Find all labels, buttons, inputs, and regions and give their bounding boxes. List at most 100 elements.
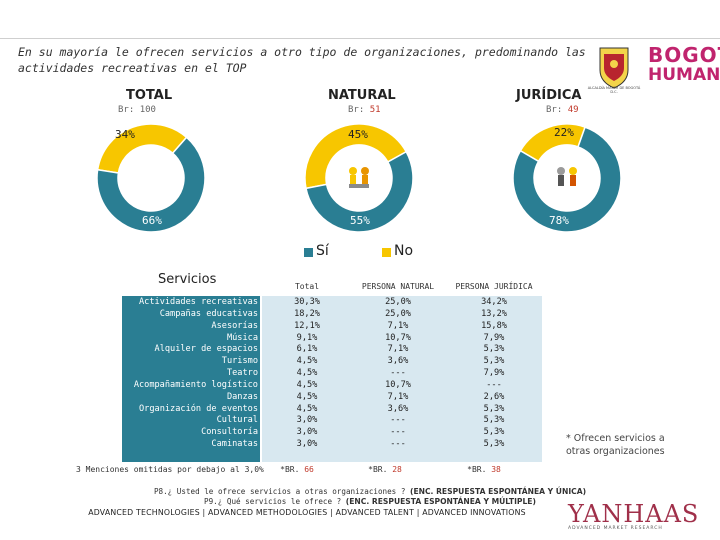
base-number: 66 xyxy=(304,465,314,474)
service-row-label: Campañas educativas xyxy=(159,308,258,319)
base-prefix: *BR. xyxy=(280,465,300,474)
donut-slice-si xyxy=(512,126,622,233)
service-row-value: 4,5% xyxy=(296,391,318,402)
service-row-value: 4,5% xyxy=(296,403,318,414)
base-number: 100 xyxy=(139,105,156,115)
service-row-value: 10,7% xyxy=(385,379,411,390)
service-row-value: 3,0% xyxy=(296,415,318,426)
services-row-labels: Actividades recreativas Campañas educativ… xyxy=(122,297,258,451)
col-header-natural: PERSONA NATURAL xyxy=(361,282,435,291)
base-number: 49 xyxy=(567,105,579,115)
footnote-p8: P8.¿ Usted le ofrece servicios a otras o… xyxy=(100,487,640,497)
service-row-value: 6,1% xyxy=(296,344,318,355)
donut-chart-total xyxy=(96,123,206,233)
side-note: * Ofrecen servicios a otras organizacion… xyxy=(566,433,665,457)
pie-title-total: TOTAL xyxy=(126,88,173,103)
pct-total-si: 66% xyxy=(142,214,162,227)
base-natural: *BR. 28 xyxy=(350,465,420,474)
service-row-value: 4,5% xyxy=(296,368,318,379)
service-row-value: --- xyxy=(390,415,406,426)
brand-tagline: ADVANCED MARKET RESEARCH xyxy=(568,526,663,531)
business-people-icon xyxy=(557,167,577,186)
logo-line-2: HUMANA xyxy=(648,65,720,85)
service-row-label: Turismo xyxy=(221,356,258,367)
pct-total-no: 34% xyxy=(115,128,135,141)
service-row-label: Teatro xyxy=(226,368,258,379)
donut-slice-si xyxy=(305,150,414,233)
service-row-value: 12,1% xyxy=(294,320,320,331)
service-row-label: Música xyxy=(226,332,258,343)
base-label: Br: xyxy=(546,105,563,115)
service-row-label: Cultural xyxy=(216,415,258,426)
values-column-natural: 25,0% 25,0% 7,1% 10,7% 7,1% 3,6% --- 10,7% 7,1% 3… xyxy=(350,297,446,451)
pct-natural-si: 55% xyxy=(350,214,370,227)
service-row-value: 3,6% xyxy=(387,403,409,414)
omitted-mentions-note: 3 Menciones omitidas por debajo al 3,0% xyxy=(76,465,264,474)
service-row-value: 3,6% xyxy=(387,356,409,367)
pie-base-juridica: Br: 49 xyxy=(546,105,579,115)
service-row-label: Organización de eventos xyxy=(139,403,258,414)
footnote-p9: P9.¿ Qué servicios le ofrece ? (ENC. RES… xyxy=(100,497,640,507)
services-label-column xyxy=(122,296,260,462)
service-row-value: 7,1% xyxy=(387,391,409,402)
base-label: Br: xyxy=(348,105,365,115)
values-column-juridica: 34,2% 13,2% 15,8% 7,9% 5,3% 5,3% 7,9% --- 2,6% 5,… xyxy=(446,297,542,451)
base-number: 38 xyxy=(491,465,501,474)
service-row-label: Acompañamiento logístico xyxy=(133,379,258,390)
service-row-label: Actividades recreativas xyxy=(139,297,258,307)
legend-swatch-si xyxy=(304,248,313,257)
pie-base-natural: Br: 51 xyxy=(348,105,381,115)
footnote-p8-bold: (ENC. RESPUESTA ESPONTÁNEA Y ÚNICA) xyxy=(409,487,587,496)
services-table-title: Servicios xyxy=(158,272,217,287)
donut-slice-no xyxy=(304,123,408,190)
service-row-value: 15,8% xyxy=(481,320,507,331)
service-row-value: 2,6% xyxy=(483,391,505,402)
service-row-value: 18,2% xyxy=(294,308,320,319)
pie-title-juridica: JURÍDICA xyxy=(516,88,582,103)
base-juridica: *BR. 38 xyxy=(446,465,522,474)
donut-slice-no xyxy=(96,123,188,174)
service-row-label: Alquiler de espacios xyxy=(154,344,258,355)
col-header-juridica: PERSONA JURÍDICA xyxy=(455,282,533,291)
service-row-value: 3,0% xyxy=(296,439,318,450)
pie-title-natural: NATURAL xyxy=(328,88,396,103)
logo-line-1: BOGOTÁ xyxy=(648,43,720,67)
question-footnotes: P8.¿ Usted le ofrece servicios a otras o… xyxy=(100,487,640,507)
service-row-value: 5,3% xyxy=(483,427,505,438)
service-row-value: 10,7% xyxy=(385,332,411,343)
service-row-value: 25,0% xyxy=(385,297,411,307)
col-header-total: Total xyxy=(294,282,320,291)
pie-base-total: Br: 100 xyxy=(118,105,156,115)
base-prefix: *BR. xyxy=(467,465,487,474)
yanhaas-logo: YANHAAS ADVANCED MARKET RESEARCH xyxy=(568,500,698,531)
legend-label-no: No xyxy=(394,243,414,259)
service-row-label: Caminatas xyxy=(211,439,258,450)
service-row-value: --- xyxy=(390,368,406,379)
page-headline: En su mayoría le ofrecen servicios a otr… xyxy=(18,45,586,75)
service-row-value: --- xyxy=(486,379,502,390)
service-row-value: 7,9% xyxy=(483,368,505,379)
service-row-label: Consultoría xyxy=(201,427,258,438)
footnote-p9-text: P9.¿ Qué servicios le ofrece ? xyxy=(204,497,342,506)
footnote-p8-text: P8.¿ Usted le ofrece servicios a otras o… xyxy=(153,487,406,496)
service-row-value: 5,3% xyxy=(483,356,505,367)
legend-label-si: Sí xyxy=(316,243,329,259)
service-row-value: 4,5% xyxy=(296,379,318,390)
donut-chart-juridica xyxy=(512,123,622,233)
people-puzzle-icon xyxy=(349,167,369,188)
service-row-value: 9,1% xyxy=(296,332,318,343)
crest-caption: ALCALDÍA MAYOR DE BOGOTÁ D.C. xyxy=(587,86,641,94)
service-row-value: 3,0% xyxy=(296,427,318,438)
service-row-value: 5,3% xyxy=(483,439,505,450)
bogota-humana-logo: BOGOTÁ HUMANA xyxy=(648,44,720,84)
service-row-value: 4,5% xyxy=(296,356,318,367)
donut-chart-natural xyxy=(304,123,414,233)
top-divider xyxy=(0,38,720,39)
service-row-value: 5,3% xyxy=(483,403,505,414)
service-row-value: --- xyxy=(390,439,406,450)
pct-natural-no: 45% xyxy=(348,128,368,141)
service-row-value: --- xyxy=(390,427,406,438)
values-column-total: 30,3% 18,2% 12,1% 9,1% 6,1% 4,5% 4,5% 4,5% 4,5% 4… xyxy=(262,297,352,451)
base-number: 28 xyxy=(392,465,402,474)
service-row-value: 13,2% xyxy=(481,308,507,319)
